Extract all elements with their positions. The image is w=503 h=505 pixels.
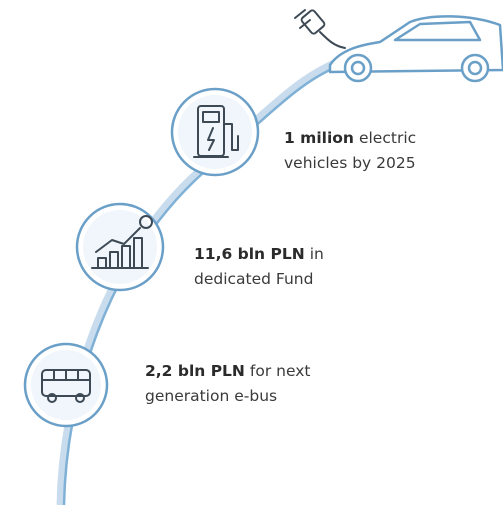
step-2: [75, 202, 165, 292]
car: [328, 15, 503, 83]
item-line2: vehicles by 2025: [284, 154, 416, 172]
item-bold: 11,6 bln PLN: [194, 245, 305, 263]
plug-icon: [294, 9, 346, 49]
item-text: for next: [250, 362, 311, 380]
item-bold: 1 milion: [284, 129, 354, 147]
item-line: 2,2 bln PLN for next: [145, 362, 310, 380]
item-text: electric: [359, 129, 416, 147]
item-line: 11,6 bln PLN in: [194, 245, 324, 263]
item-text: in: [310, 245, 324, 263]
step-1: [170, 87, 260, 177]
item-line: 1 milion electric: [284, 129, 416, 147]
item-line2: dedicated Fund: [194, 270, 313, 288]
step-3: [23, 342, 109, 428]
item-line2: generation e-bus: [145, 387, 277, 405]
item-bold: 2,2 bln PLN: [145, 362, 245, 380]
